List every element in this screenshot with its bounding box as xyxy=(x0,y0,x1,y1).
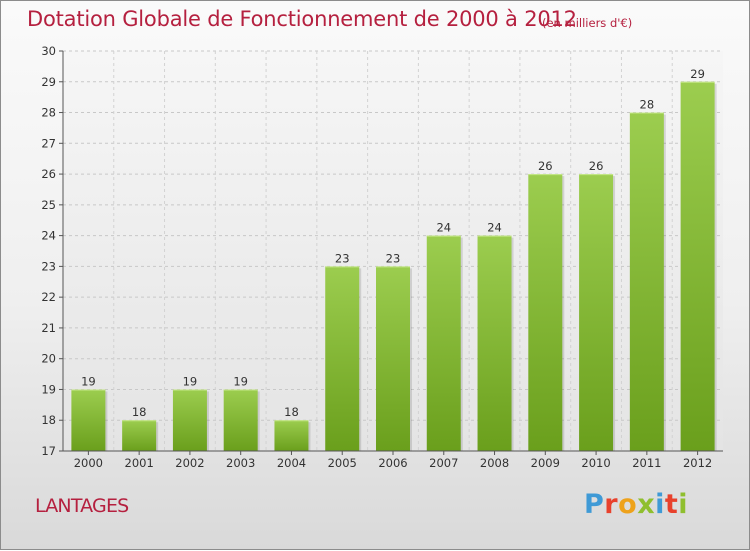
bar xyxy=(325,266,360,451)
y-tick-label: 20 xyxy=(41,352,56,366)
data-label: 28 xyxy=(640,98,655,112)
logo-letter: r xyxy=(604,489,619,520)
y-tick-label: 24 xyxy=(41,229,56,243)
y-tick-label: 23 xyxy=(41,259,56,273)
x-tick-label: 2010 xyxy=(581,456,610,470)
data-label: 26 xyxy=(538,159,553,173)
bars xyxy=(71,81,717,452)
data-label: 18 xyxy=(132,405,147,419)
data-label: 23 xyxy=(335,251,350,265)
logo-letter: x xyxy=(637,489,656,520)
y-tick-label: 17 xyxy=(41,444,56,458)
y-tick-label: 28 xyxy=(41,106,56,120)
data-label: 24 xyxy=(436,221,451,235)
bar xyxy=(223,389,258,451)
data-label: 26 xyxy=(589,159,604,173)
bar xyxy=(579,174,614,452)
y-tick-label: 29 xyxy=(41,75,56,89)
y-tick-label: 25 xyxy=(41,198,56,212)
commune-name: LANTAGES xyxy=(35,495,129,517)
x-tick-label: 2007 xyxy=(429,456,458,470)
data-label: 23 xyxy=(386,251,401,265)
data-label: 19 xyxy=(233,374,248,388)
bar xyxy=(71,389,106,451)
bar xyxy=(477,235,512,451)
x-tick-label: 2002 xyxy=(175,456,204,470)
bar xyxy=(122,420,157,451)
data-label: 19 xyxy=(81,374,96,388)
x-tick-label: 2003 xyxy=(226,456,255,470)
logo-letter: t xyxy=(664,489,679,520)
x-tick-label: 2012 xyxy=(683,456,712,470)
x-tick-label: 2001 xyxy=(125,456,154,470)
proxiti-logo: Proxiti xyxy=(584,489,688,520)
y-tick-label: 27 xyxy=(41,136,56,150)
axes: 17 18 19 20 21 22 23 24 25 26 27 28 29 30 2000 2001 2002… xyxy=(41,44,723,470)
bar xyxy=(680,81,715,452)
y-tick-label: 21 xyxy=(41,321,56,335)
x-tick-label: 2011 xyxy=(632,456,661,470)
x-tick-label: 2004 xyxy=(277,456,306,470)
bar xyxy=(426,235,461,451)
bar xyxy=(172,389,207,451)
y-tick-label: 30 xyxy=(41,44,56,58)
logo-letter: P xyxy=(584,489,605,520)
chart-unit: (en milliers d'€) xyxy=(542,16,633,30)
logo-letter: o xyxy=(618,489,638,520)
y-tick-label: 18 xyxy=(41,413,56,427)
data-label: 29 xyxy=(690,67,705,81)
bar xyxy=(629,112,664,452)
bar xyxy=(376,266,410,451)
x-tick-label: 2009 xyxy=(531,456,560,470)
y-tick-label: 19 xyxy=(41,382,56,396)
y-tick-label: 26 xyxy=(41,167,56,181)
x-tick-label: 2008 xyxy=(480,456,509,470)
y-tick-label: 22 xyxy=(41,290,56,304)
data-label: 24 xyxy=(487,221,502,235)
data-label: 18 xyxy=(284,405,299,419)
bar xyxy=(528,174,563,452)
x-tick-label: 2000 xyxy=(74,456,103,470)
x-tick-label: 2005 xyxy=(328,456,357,470)
chart-title: Dotation Globale de Fonctionnement de 20… xyxy=(27,7,577,31)
bar xyxy=(274,420,309,451)
x-tick-label: 2006 xyxy=(378,456,407,470)
data-label: 19 xyxy=(183,374,198,388)
logo-letter: i xyxy=(678,489,689,520)
data-labels: 19 18 19 19 18 23 23 24 24 26 26 28 29 xyxy=(81,67,705,419)
logo-letter: i xyxy=(655,489,665,520)
